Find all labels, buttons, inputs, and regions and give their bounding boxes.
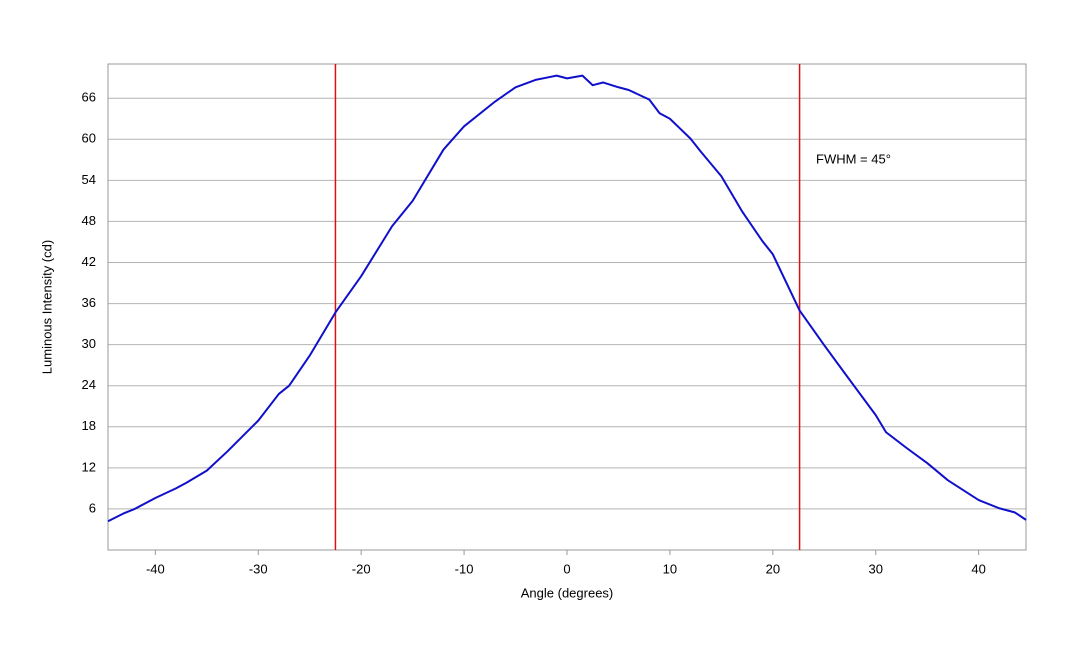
- plot-frame: [107, 63, 1027, 551]
- y-axis-label: Luminous Intensity (cd): [39, 240, 54, 374]
- y-tick-label: 12: [82, 459, 96, 474]
- y-tick-label: 18: [82, 418, 96, 433]
- x-tick-label: -10: [455, 561, 474, 576]
- x-tick-label: -40: [146, 561, 165, 576]
- x-tick-label: 40: [971, 561, 985, 576]
- y-tick-label: 36: [82, 295, 96, 310]
- x-tick-label: -20: [352, 561, 371, 576]
- y-tick-label: 24: [82, 377, 96, 392]
- x-tick-label: 20: [766, 561, 780, 576]
- x-tick-label: 10: [663, 561, 677, 576]
- x-tick-label: 0: [563, 561, 570, 576]
- x-axis-label: Angle (degrees): [521, 585, 614, 600]
- annotation: FWHM = 45°: [816, 151, 891, 166]
- y-tick-label: 66: [82, 90, 96, 105]
- y-tick-label: 6: [89, 500, 96, 515]
- y-tick-label: 48: [82, 213, 96, 228]
- y-tick-label: 42: [82, 254, 96, 269]
- x-tick-label: -30: [249, 561, 268, 576]
- y-tick-label: 30: [82, 336, 96, 351]
- y-tick-label: 54: [82, 172, 96, 187]
- y-tick-label: 60: [82, 131, 96, 146]
- data-line: [107, 74, 1027, 523]
- x-tick-label: 30: [869, 561, 883, 576]
